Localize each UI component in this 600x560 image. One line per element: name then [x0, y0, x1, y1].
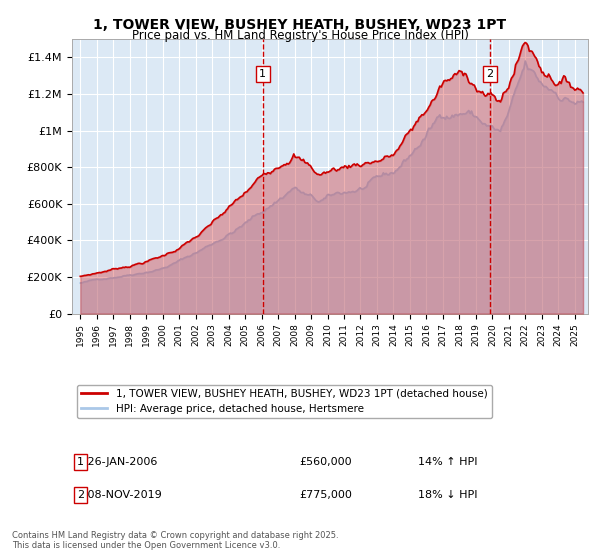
Text: 26-JAN-2006: 26-JAN-2006	[77, 457, 158, 467]
Text: 14% ↑ HPI: 14% ↑ HPI	[418, 457, 477, 467]
Text: 2: 2	[77, 489, 84, 500]
Legend: 1, TOWER VIEW, BUSHEY HEATH, BUSHEY, WD23 1PT (detached house), HPI: Average pri: 1, TOWER VIEW, BUSHEY HEATH, BUSHEY, WD2…	[77, 385, 491, 418]
Text: 1, TOWER VIEW, BUSHEY HEATH, BUSHEY, WD23 1PT: 1, TOWER VIEW, BUSHEY HEATH, BUSHEY, WD2…	[94, 18, 506, 32]
Text: 1: 1	[259, 69, 266, 79]
Text: 18% ↓ HPI: 18% ↓ HPI	[418, 489, 477, 500]
Text: 2: 2	[487, 69, 493, 79]
Text: 1: 1	[77, 457, 84, 467]
Text: 08-NOV-2019: 08-NOV-2019	[77, 489, 162, 500]
Text: £775,000: £775,000	[299, 489, 352, 500]
Text: Contains HM Land Registry data © Crown copyright and database right 2025.
This d: Contains HM Land Registry data © Crown c…	[12, 530, 338, 550]
Text: £560,000: £560,000	[299, 457, 352, 467]
Text: Price paid vs. HM Land Registry's House Price Index (HPI): Price paid vs. HM Land Registry's House …	[131, 29, 469, 42]
